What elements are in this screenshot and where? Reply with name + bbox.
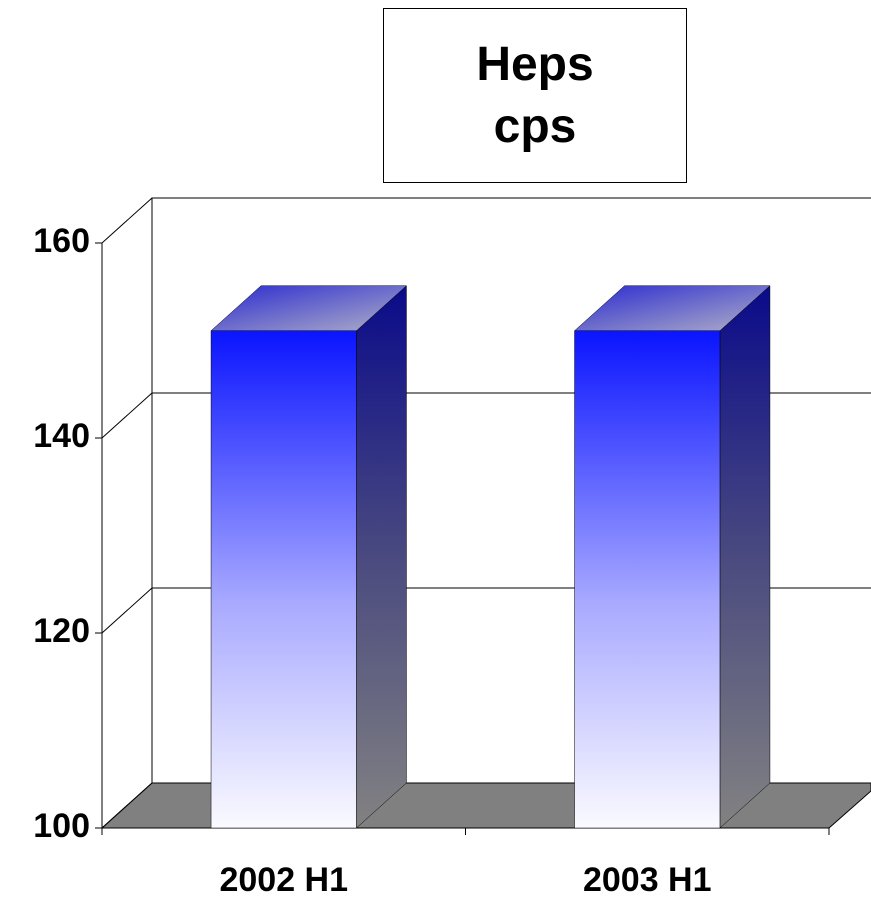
bar-side [356,285,407,829]
chart-title: Heps cps [476,37,594,153]
x-tick-label: 2002 H1 [219,861,348,899]
bar-side [719,285,771,829]
bar [574,330,721,829]
y-tick-label: 160 [33,222,90,260]
x-tick-label: 2003 H1 [583,861,712,899]
grid-line [101,392,153,439]
grid-line [101,782,153,829]
y-tick-label: 120 [33,612,90,650]
y-tick-label: 100 [33,807,90,845]
y-tick-label: 140 [33,417,90,455]
grid-line [101,197,153,244]
bar [210,330,357,829]
title-box: Heps cps [383,8,687,183]
grid-line [101,587,153,634]
